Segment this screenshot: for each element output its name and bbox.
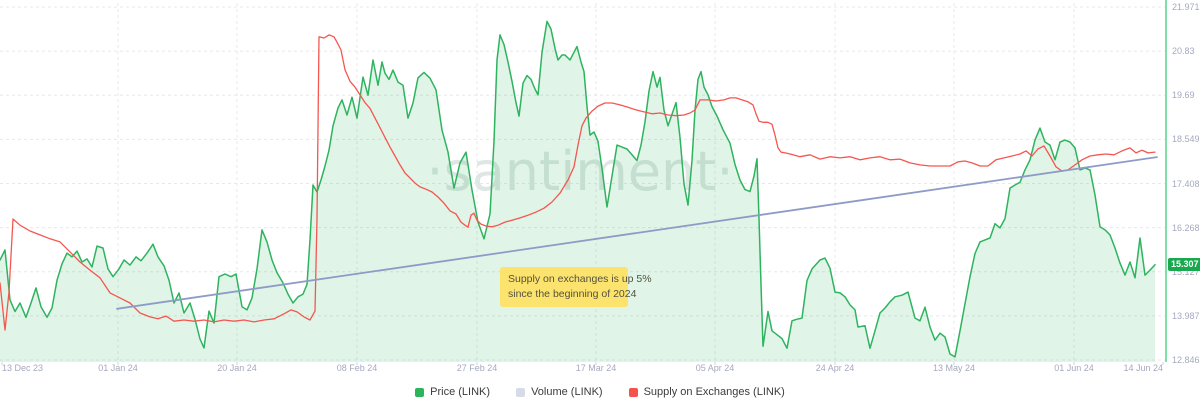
legend-item-price[interactable]: Price (LINK) [415, 386, 490, 398]
legend-label-supply: Supply on Exchanges (LINK) [643, 386, 785, 398]
x-axis-label: 17 Mar 24 [575, 363, 617, 373]
y-axis-label: 21.971 [1172, 2, 1200, 12]
annotation-line-1: Supply on exchanges is up 5% [508, 273, 652, 285]
last-price-badge: 15.307 [1168, 258, 1200, 272]
y-axis-label: 12.846 [1172, 355, 1200, 365]
legend: Price (LINK) Volume (LINK) Supply on Exc… [0, 386, 1200, 398]
y-axis-label: 20.83 [1172, 46, 1195, 57]
legend-label-price: Price (LINK) [430, 386, 491, 398]
y-axis-label: 18.549 [1172, 134, 1200, 145]
x-axis-label: 13 Dec 23 [2, 363, 44, 373]
trend-line [116, 156, 1158, 310]
x-axis-label: 13 May 24 [932, 363, 976, 373]
y-axis-label: 16.268 [1172, 222, 1200, 233]
price-area [0, 21, 1155, 363]
price-swatch-icon [415, 387, 425, 397]
supply-swatch-icon [628, 387, 638, 397]
x-axis-label: 01 Jan 24 [98, 363, 138, 373]
legend-item-supply[interactable]: Supply on Exchanges (LINK) [628, 386, 785, 398]
x-axis-label: 24 Apr 24 [815, 363, 855, 373]
x-axis-label: 08 Feb 24 [336, 363, 378, 373]
x-axis-label: 01 Jun 24 [1054, 363, 1094, 373]
y-axis-label: 15.127 [1172, 266, 1200, 277]
y-axis-label: 17.408 [1172, 178, 1200, 189]
y-axis-label: 19.69 [1172, 90, 1195, 101]
volume-swatch-icon [516, 387, 526, 397]
annotation-line-2: since the beginning of 2024 [508, 288, 637, 301]
x-axis-label: 20 Jan 24 [217, 363, 257, 373]
y-axis-label: 13.987 [1172, 310, 1200, 321]
legend-item-volume[interactable]: Volume (LINK) [516, 386, 603, 398]
x-axis-label: 14 Jun 24 [1123, 363, 1163, 373]
legend-label-volume: Volume (LINK) [531, 386, 603, 398]
price-line [0, 20, 1156, 358]
x-axis-label: 05 Apr 24 [695, 363, 735, 373]
supply-line [0, 34, 1156, 331]
annotation-note[interactable]: Supply on exchanges is up 5% since the b… [500, 267, 652, 308]
x-axis-label: 27 Feb 24 [456, 363, 498, 373]
